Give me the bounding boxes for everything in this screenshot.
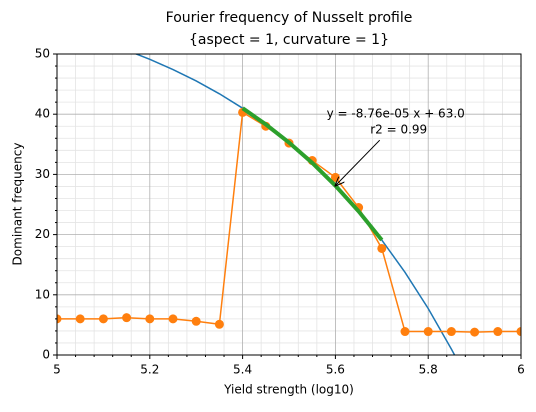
series-line — [241, 106, 384, 242]
chart-subtitle: {aspect = 1, curvature = 1} — [189, 32, 389, 48]
y-tick-label: 50 — [35, 47, 50, 61]
x-tick-label: 5.2 — [140, 363, 159, 377]
data-point — [57, 314, 62, 324]
data-point — [98, 314, 108, 324]
data-point — [122, 313, 132, 323]
y-tick-label: 30 — [35, 167, 50, 181]
data-point — [168, 314, 178, 324]
x-axis-label: Yield strength (log10) — [223, 383, 354, 397]
chart-title: Fourier frequency of Nusselt profile — [166, 10, 413, 26]
y-tick-label: 10 — [35, 287, 50, 301]
data-point — [214, 319, 224, 329]
data-point — [400, 327, 410, 337]
plot-frame — [56, 53, 522, 356]
y-tick-label: 0 — [42, 348, 50, 362]
data-point — [470, 327, 480, 337]
data-point — [377, 243, 387, 253]
data-point — [191, 316, 201, 326]
data-point — [75, 314, 85, 324]
y-tick-label: 20 — [35, 227, 50, 241]
x-tick-label: 5 — [53, 363, 61, 377]
y-tick-label: 40 — [35, 107, 50, 121]
data-point — [493, 327, 503, 337]
x-tick-label: 5.8 — [419, 363, 438, 377]
y-axis-label: Dominant frequency — [11, 143, 25, 266]
plot-area — [57, 54, 521, 355]
annotation-text: y = -8.76e-05 x + 63.0 — [327, 107, 465, 121]
data-point — [423, 327, 433, 337]
x-tick-label: 6 — [517, 363, 525, 377]
annotation-text: r2 = 0.99 — [370, 123, 427, 137]
series-line — [134, 54, 456, 355]
annotation-arrow — [335, 139, 381, 185]
x-tick-label: 5.6 — [326, 363, 345, 377]
x-tick-label: 5.4 — [233, 363, 252, 377]
data-point — [446, 327, 456, 337]
data-point — [516, 327, 521, 337]
data-point — [145, 314, 155, 324]
